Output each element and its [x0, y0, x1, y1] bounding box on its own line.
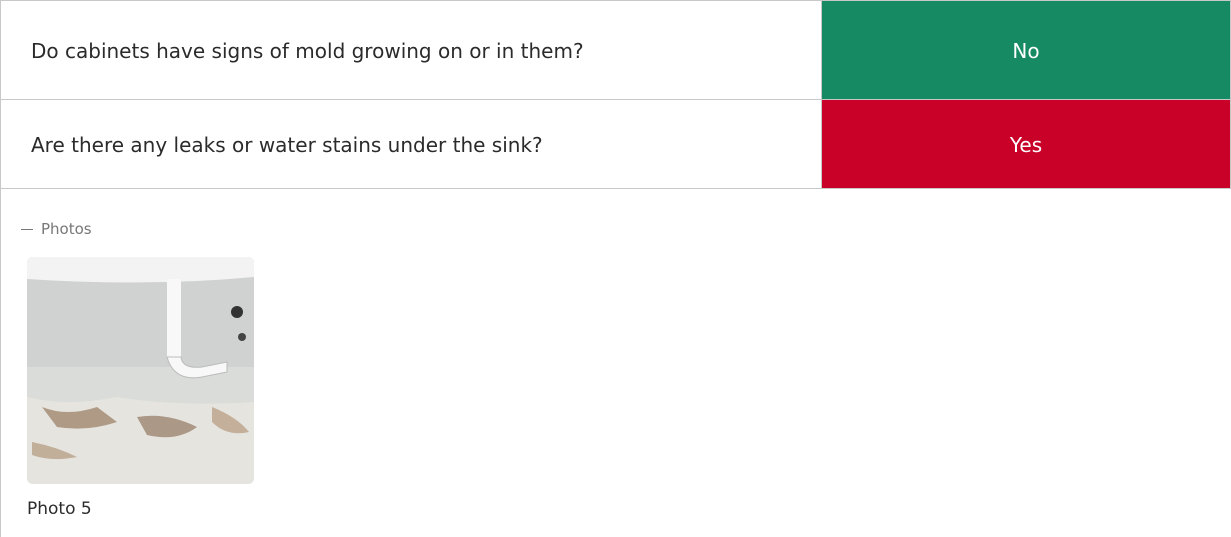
answer[interactable]: Yes	[822, 100, 1230, 189]
question-row: Do cabinets have signs of mold growing o…	[0, 0, 1231, 100]
photos-section: Photos Photo 5	[0, 188, 1231, 537]
question: Do cabinets have signs of mold growing o…	[1, 1, 822, 100]
question-row: Are there any leaks or water stains unde…	[0, 99, 1231, 189]
photo-image	[27, 257, 254, 484]
page: Do cabinets have signs of mold growing o…	[0, 0, 1231, 536]
answer[interactable]: No	[822, 1, 1230, 100]
photos-label: Photos	[41, 220, 92, 238]
photo[interactable]	[27, 257, 254, 484]
question: Are there any leaks or water stains unde…	[1, 100, 822, 189]
collapse-dash	[21, 229, 33, 230]
photos-toggle[interactable]: Photos	[21, 220, 92, 238]
photo-caption: Photo 5	[27, 499, 92, 519]
